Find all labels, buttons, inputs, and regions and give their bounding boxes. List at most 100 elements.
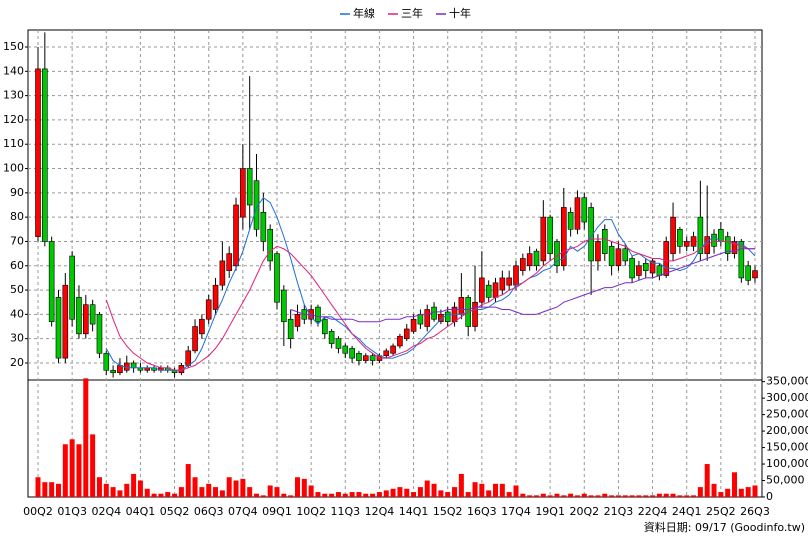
x-tick-label: 19Q1 <box>535 505 565 518</box>
x-tick-label: 01Q3 <box>57 505 87 518</box>
candle-body <box>294 314 301 327</box>
candle-body <box>342 345 349 354</box>
x-tick-label: 24Q1 <box>672 505 702 518</box>
candle-body <box>724 236 731 254</box>
candle-body <box>89 304 96 325</box>
y-tick-label: 120 <box>3 113 24 126</box>
candle-body <box>369 355 376 361</box>
x-tick-label: 20Q2 <box>569 505 599 518</box>
volume-bar <box>554 493 560 497</box>
volume-bar <box>69 439 75 497</box>
x-tick-label: 09Q1 <box>262 505 292 518</box>
volume-bar <box>213 487 219 497</box>
candle-body <box>192 326 198 352</box>
candle-body <box>96 314 103 354</box>
candle-body <box>506 277 512 286</box>
candle-body <box>315 306 321 322</box>
candle-body <box>349 348 355 359</box>
volume-bar <box>301 478 307 497</box>
volume-bar <box>308 485 314 497</box>
candle-body <box>670 216 676 254</box>
volume-bar <box>192 477 198 497</box>
volume-bar <box>411 492 417 497</box>
volume-bar <box>137 480 143 497</box>
volume-bar <box>499 483 505 497</box>
candle-body <box>260 211 267 242</box>
x-tick-label: 15Q2 <box>433 505 463 518</box>
volume-bar <box>376 492 382 497</box>
candle-body <box>752 270 758 279</box>
volume-bar <box>233 480 239 497</box>
volume-bar <box>738 488 744 497</box>
volume-bar <box>294 477 300 497</box>
volume-bar <box>609 495 615 497</box>
candle-body <box>219 260 226 286</box>
candle-body <box>745 265 751 281</box>
candle-body <box>595 241 601 262</box>
y-tick-label: 20 <box>10 356 24 369</box>
volume-bar <box>76 444 82 497</box>
candle-body <box>390 345 396 354</box>
volume-bar <box>124 483 130 497</box>
candle-body <box>588 207 594 262</box>
candle-body <box>554 241 560 267</box>
legend-label: 三年 <box>401 6 423 20</box>
candle-body <box>547 216 553 254</box>
volume-bar <box>281 493 287 497</box>
ma-line <box>105 238 755 371</box>
plot-frame <box>27 29 763 498</box>
volume-bar <box>260 495 266 497</box>
candle-body <box>533 250 540 267</box>
volume-bar <box>574 495 580 497</box>
candle-body <box>677 229 683 247</box>
candle-body <box>492 282 499 298</box>
volume-bar <box>417 487 423 497</box>
candle-body <box>690 236 697 247</box>
candle-body <box>233 204 239 267</box>
candle-body <box>622 248 629 262</box>
candle-body <box>226 253 232 271</box>
candle-body <box>526 253 533 267</box>
candle-body <box>520 258 526 271</box>
volume-bar <box>219 490 225 497</box>
candle-body <box>642 263 649 271</box>
volume-bar <box>356 492 362 497</box>
candle-body <box>629 258 635 279</box>
candle-body <box>479 277 485 303</box>
candle-body <box>205 299 212 320</box>
volume-bar <box>383 490 389 497</box>
y-tick-label: 150 <box>3 40 24 53</box>
candle-body <box>424 309 431 327</box>
candle-body <box>601 229 608 254</box>
y2-tick-label: 300,000 <box>766 391 808 404</box>
candle-body <box>663 241 670 276</box>
volume-bar <box>117 490 123 497</box>
volume-bar <box>561 495 567 497</box>
y2-tick-label: 250,000 <box>766 408 808 421</box>
candle-body <box>683 241 690 247</box>
candle-body <box>656 265 663 276</box>
volume-bar <box>547 495 553 497</box>
volume-bar <box>513 485 519 497</box>
volume-bar <box>55 483 61 497</box>
volume-bar <box>165 492 171 497</box>
volume-bar <box>178 487 184 497</box>
y-tick-label: 100 <box>3 162 24 175</box>
candle-body <box>697 216 704 254</box>
volume-bar <box>533 495 539 497</box>
candle-body <box>397 335 403 347</box>
candle-body <box>287 318 294 339</box>
x-tick-label: 25Q2 <box>706 505 736 518</box>
volume-bar <box>472 482 478 497</box>
candle-body <box>567 211 574 230</box>
volume-bar <box>506 492 512 497</box>
volume-bar <box>697 487 703 497</box>
volume-bar <box>704 464 710 497</box>
volume-bar <box>322 493 328 497</box>
volume-bar <box>35 477 41 497</box>
candle-body <box>581 197 588 223</box>
y-tick-label: 80 <box>10 210 24 223</box>
volume-bar <box>240 478 246 497</box>
volume-bar <box>752 485 758 497</box>
candle-body <box>362 355 369 361</box>
